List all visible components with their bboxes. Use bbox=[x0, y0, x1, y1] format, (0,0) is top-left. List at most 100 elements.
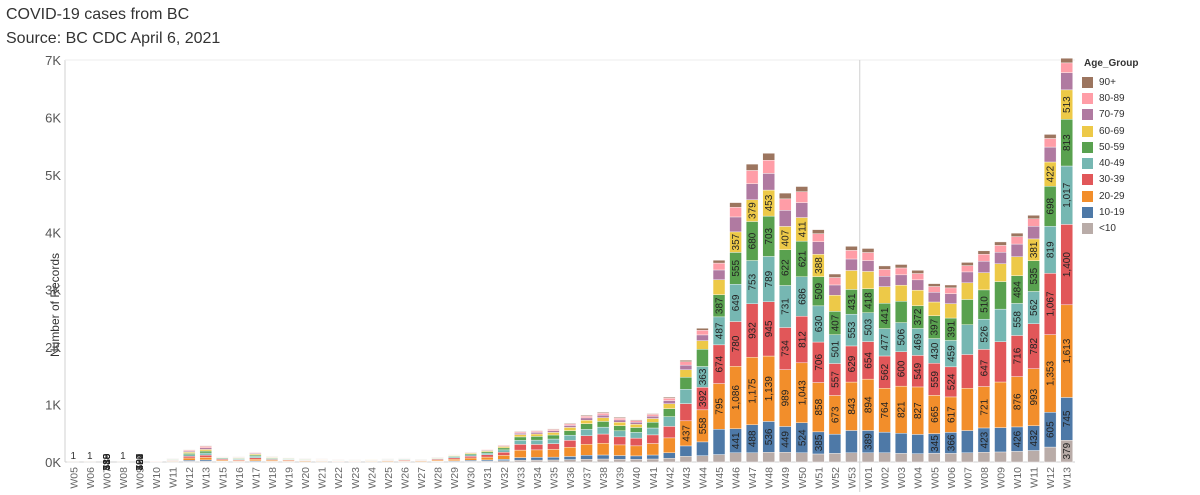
bar-segment bbox=[514, 440, 527, 445]
legend-item[interactable]: 10-19 bbox=[1082, 204, 1138, 220]
legend-item[interactable]: 50-59 bbox=[1082, 139, 1138, 155]
bar-segment bbox=[944, 453, 957, 463]
bar-segment bbox=[679, 361, 693, 366]
data-label: 764 bbox=[880, 401, 891, 418]
bar-segment bbox=[514, 431, 527, 433]
data-label: 379 bbox=[748, 202, 759, 219]
legend-item[interactable]: 40-49 bbox=[1082, 155, 1138, 171]
bar-segment bbox=[994, 451, 1007, 463]
bar-segment bbox=[547, 456, 560, 461]
bar-segment bbox=[977, 272, 991, 291]
bar-segment bbox=[563, 430, 577, 436]
legend-item[interactable]: 80-89 bbox=[1082, 90, 1138, 106]
bar-segment bbox=[663, 416, 676, 427]
y-tick-label: 3K bbox=[45, 283, 61, 298]
bar-segment bbox=[514, 457, 527, 461]
bar-segment bbox=[696, 340, 709, 350]
bar-segment bbox=[646, 427, 659, 436]
x-tick-label: W12 bbox=[184, 467, 196, 489]
x-tick-label: W40 bbox=[631, 467, 643, 489]
bar-segment bbox=[911, 434, 924, 454]
bar-segment bbox=[812, 453, 825, 463]
data-label: 385 bbox=[814, 434, 825, 451]
data-label: 432 bbox=[1029, 429, 1040, 446]
legend-item[interactable]: <10 bbox=[1082, 221, 1138, 237]
legend-item[interactable]: 70-79 bbox=[1082, 107, 1138, 123]
bar-segment bbox=[630, 432, 643, 439]
bar-segment bbox=[894, 274, 908, 286]
data-label: 1,175 bbox=[748, 378, 759, 403]
data-label: 558 bbox=[698, 417, 709, 434]
bar-segment bbox=[199, 457, 212, 461]
bar-segment bbox=[994, 245, 1007, 253]
legend-item[interactable]: 60-69 bbox=[1082, 123, 1138, 139]
bar-segment bbox=[828, 277, 842, 286]
bar-segment bbox=[563, 425, 577, 428]
bar-segment bbox=[812, 229, 825, 234]
bar-segment bbox=[894, 433, 908, 454]
bar-segment bbox=[183, 456, 196, 459]
data-label: 745 bbox=[1062, 410, 1073, 427]
bar-segment bbox=[762, 452, 775, 463]
x-tick-label: W21 bbox=[317, 467, 329, 489]
bar-segment bbox=[696, 441, 709, 456]
x-tick-label: W37 bbox=[582, 467, 594, 489]
x-tick-label: W39 bbox=[615, 467, 627, 489]
x-tick-label: W44 bbox=[697, 467, 709, 489]
bar-segment bbox=[646, 454, 659, 460]
bar-segment bbox=[1010, 232, 1024, 237]
bar-segment bbox=[795, 191, 808, 203]
data-label: 1,043 bbox=[797, 380, 808, 405]
data-label: 993 bbox=[1029, 388, 1040, 405]
bar-segment bbox=[679, 456, 693, 463]
bar-segment bbox=[596, 443, 610, 456]
data-label: 731 bbox=[781, 298, 792, 315]
data-label: 654 bbox=[864, 352, 875, 369]
bar-segment bbox=[199, 445, 212, 447]
bar-segment bbox=[861, 248, 875, 253]
x-tick-label: W02 bbox=[880, 467, 892, 489]
x-tick-label: W09 bbox=[995, 467, 1007, 489]
x-tick-label: W32 bbox=[499, 467, 511, 489]
bar-segment bbox=[646, 418, 659, 423]
data-label: 686 bbox=[797, 288, 808, 305]
x-tick-label: W48 bbox=[764, 467, 776, 489]
x-tick-label: W46 bbox=[731, 467, 743, 489]
x-tick-label: W13 bbox=[1062, 467, 1074, 489]
data-label: 524 bbox=[797, 429, 808, 446]
bar-segment bbox=[663, 403, 676, 409]
bar-segment bbox=[894, 301, 908, 323]
bar-segment bbox=[663, 426, 676, 439]
data-label: 843 bbox=[847, 397, 858, 414]
bar-segment bbox=[1027, 450, 1040, 463]
bar-segment bbox=[663, 437, 676, 454]
bar-segment bbox=[580, 435, 593, 445]
legend-item[interactable]: 90+ bbox=[1082, 74, 1138, 90]
bar-segment bbox=[679, 376, 693, 390]
legend-item[interactable]: 20-29 bbox=[1082, 188, 1138, 204]
bar-segment bbox=[977, 254, 991, 262]
bar-segment bbox=[530, 436, 544, 441]
bar-segment bbox=[779, 192, 792, 200]
bar-segment bbox=[894, 453, 908, 463]
bar-segment bbox=[961, 282, 974, 300]
bar-segment bbox=[1010, 256, 1024, 276]
bar-segment bbox=[596, 454, 610, 460]
x-tick-label: W08 bbox=[979, 467, 991, 489]
legend-item[interactable]: 30-39 bbox=[1082, 172, 1138, 188]
bar-segment bbox=[977, 452, 991, 463]
x-tick-label: W45 bbox=[714, 467, 726, 489]
x-tick-label: W35 bbox=[548, 467, 560, 489]
bar-segment bbox=[795, 452, 808, 463]
bar-segment bbox=[779, 452, 792, 463]
bar-segment bbox=[828, 273, 842, 278]
data-label: 407 bbox=[781, 229, 792, 246]
legend-label: 30-39 bbox=[1099, 174, 1125, 186]
bar-segment bbox=[845, 250, 858, 260]
bar-segment bbox=[828, 284, 842, 296]
x-tick-label: W49 bbox=[780, 467, 792, 489]
bar-segment bbox=[663, 458, 676, 463]
data-label: 422 bbox=[1046, 165, 1057, 182]
data-label: 430 bbox=[930, 342, 941, 359]
bar-segment bbox=[580, 459, 593, 463]
